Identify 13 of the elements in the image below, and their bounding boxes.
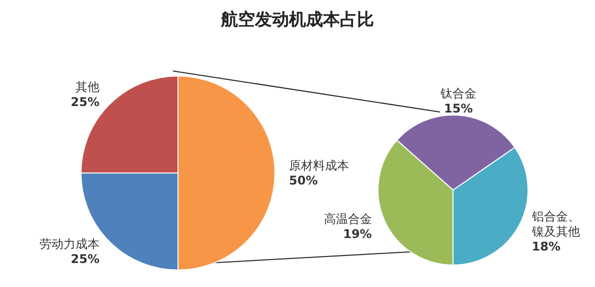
data-label: 19%	[343, 227, 372, 242]
slice-label: 原材料成本	[289, 158, 349, 172]
data-label: 25%	[70, 95, 100, 110]
slice-label: 其他	[76, 80, 100, 94]
data-label: 25%	[70, 252, 100, 266]
slice-label: 劳动力成本	[40, 236, 100, 251]
slice-label: 铝合金、镍及其他	[530, 209, 580, 238]
slice-label: 钛合金	[439, 86, 476, 101]
chart-title: 航空发动机成本占比	[220, 9, 375, 31]
data-label: 15%	[444, 102, 473, 116]
data-label: 50%	[289, 174, 318, 188]
data-label: 18%	[532, 239, 561, 254]
slice-label: 高温合金	[324, 212, 372, 226]
